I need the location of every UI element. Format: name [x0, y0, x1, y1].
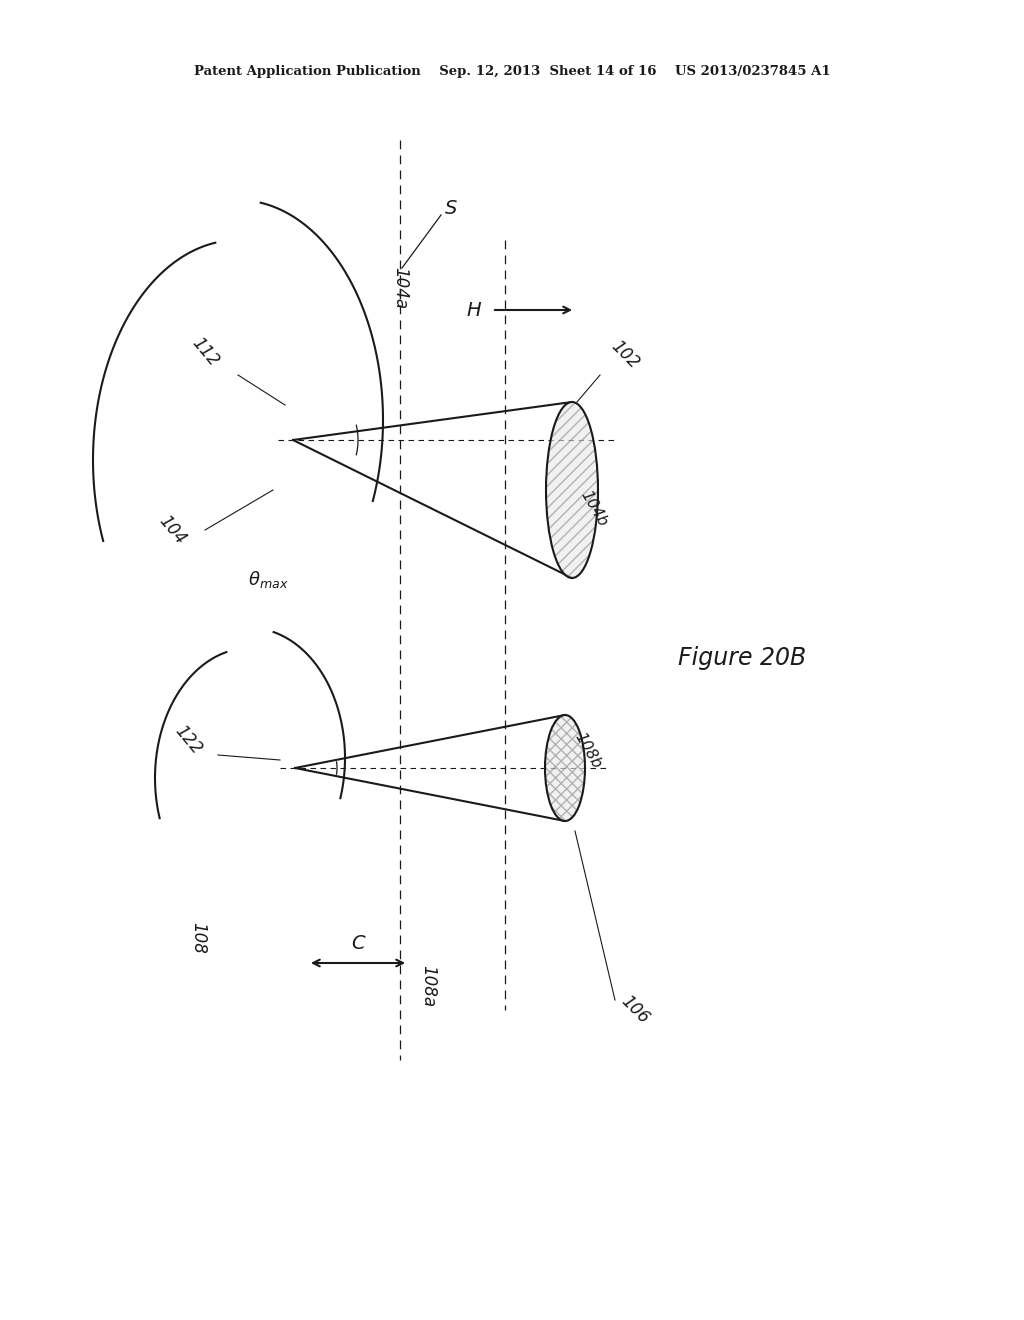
Text: 104a: 104a	[391, 267, 409, 309]
Text: C: C	[351, 935, 365, 953]
Text: 104: 104	[155, 512, 189, 548]
Text: Patent Application Publication    Sep. 12, 2013  Sheet 14 of 16    US 2013/02378: Patent Application Publication Sep. 12, …	[194, 66, 830, 78]
Text: 102: 102	[607, 338, 642, 372]
Text: 112: 112	[187, 334, 222, 370]
Ellipse shape	[546, 403, 598, 578]
Text: $\theta_{max}$: $\theta_{max}$	[248, 569, 289, 590]
Text: 106: 106	[617, 993, 652, 1028]
Text: 108a: 108a	[419, 965, 437, 1007]
Text: 108b: 108b	[572, 730, 604, 771]
Text: S: S	[445, 198, 458, 218]
Text: 108: 108	[189, 923, 207, 954]
Text: Figure 20B: Figure 20B	[678, 645, 806, 671]
Text: 122: 122	[171, 722, 205, 758]
Text: 104b: 104b	[578, 488, 610, 529]
Text: H: H	[467, 301, 481, 319]
Ellipse shape	[545, 715, 585, 821]
